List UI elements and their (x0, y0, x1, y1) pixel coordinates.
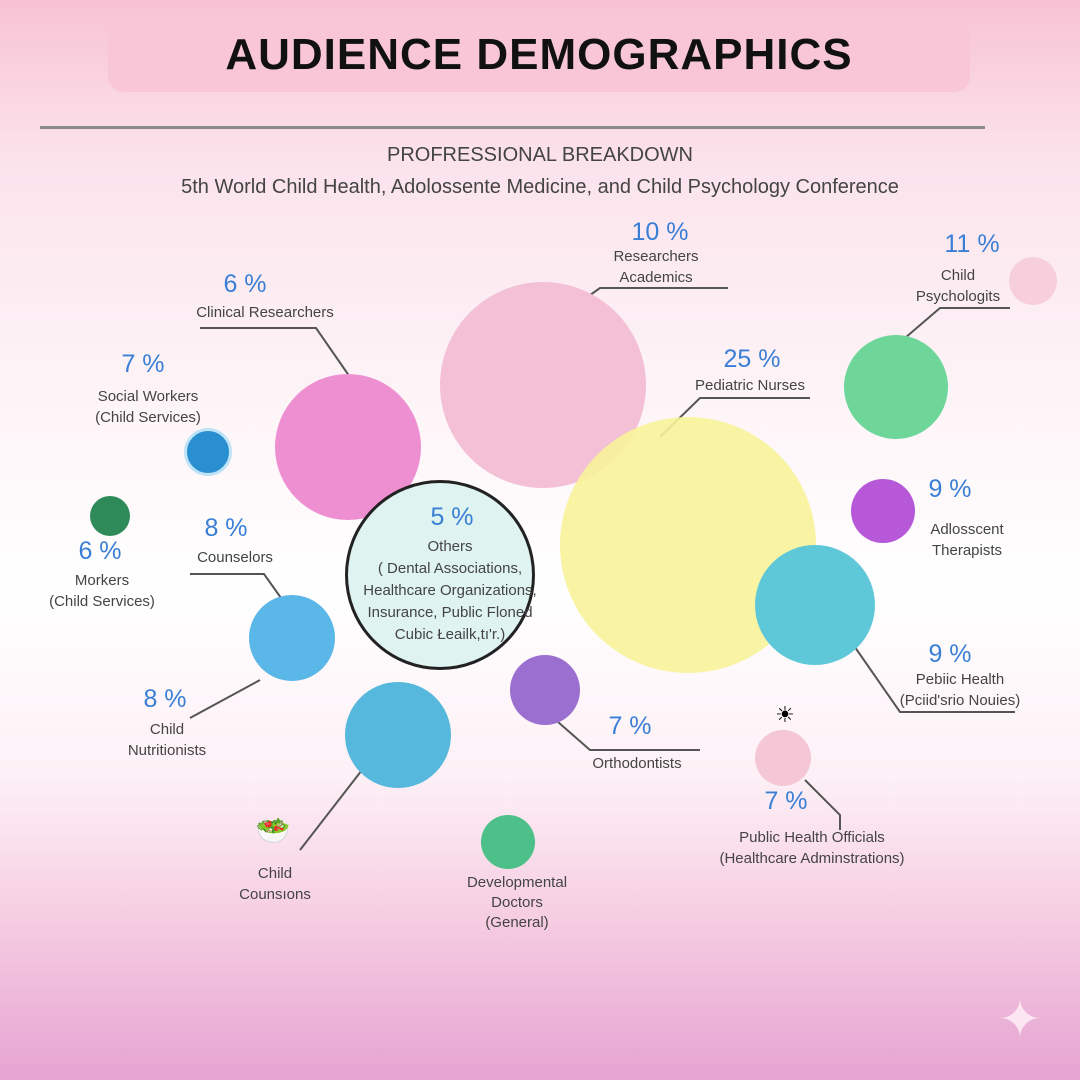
counselor-bubble (249, 595, 335, 681)
officials-label: Public Health Officials (Healthcare Admin… (719, 829, 905, 867)
nutritionists-pct: 8 % (143, 685, 187, 713)
title-banner: AUDIENCE DEMOGRAPHICS (108, 18, 970, 92)
social-worker-icon (184, 428, 232, 476)
counselors-label: Counselors (197, 549, 273, 566)
conference-name: 5th World Child Health, Adolossente Medi… (181, 176, 899, 198)
orthodontists-label: Orthodontists (592, 755, 682, 772)
pediatric-nurses-pct: 25 % (723, 345, 781, 373)
others-label: Others( Dental Associations, Healthcare O… (363, 538, 537, 643)
pediatric-nurses-label: Pediatric Nurses (694, 377, 806, 394)
clinical-researchers-pct: 6 % (223, 270, 267, 298)
psychologist-avatar-icon (1009, 257, 1057, 305)
nutritionists-label: Child Nutritionists (127, 721, 207, 759)
subtitle: PROFRESSIONAL BREAKDOWN (387, 144, 693, 166)
tooth-icon (90, 496, 130, 536)
orthodontists-pct: 7 % (608, 712, 652, 740)
social-workers-pct: 7 % (121, 350, 165, 378)
divider (40, 126, 985, 129)
others-pct: 5 % (430, 503, 474, 531)
psychologists-pct: 11 % (944, 230, 1000, 258)
child-psychologists-bubble (844, 335, 948, 439)
public-health-label: Pebiic Health (Pciid'srio Nouies) (899, 671, 1021, 709)
public-health-pct: 9 % (928, 640, 972, 668)
child-counselor-bubble (345, 682, 451, 788)
nurse-bubble (755, 545, 875, 665)
psychologists-label: Child Psychologits (915, 267, 1001, 305)
child-counselors-label: Child Counsıons (239, 865, 311, 903)
morkers-label: Morkers (Child Services) (49, 572, 155, 610)
sun-icon: ☀ (775, 702, 795, 727)
officials-pct: 7 % (764, 787, 808, 815)
researchers-pct: 10 % (631, 218, 689, 246)
therapists-pct: 9 % (928, 475, 972, 503)
orthodontist-icon (510, 655, 580, 725)
therapists-label: Adlosscent Therapists (930, 521, 1004, 559)
morkers-pct: 6 % (78, 537, 122, 565)
fruit-bowl-icon: 🥗 (255, 814, 291, 846)
counselors-pct: 8 % (204, 514, 248, 542)
researchers-label: Researchers Academics (613, 248, 699, 286)
social-workers-label: Social Workers (Child Services) (95, 388, 201, 426)
blocks-icon (755, 730, 811, 786)
others-bubble (345, 480, 535, 670)
sparkle-icon: ✦ (998, 991, 1042, 1049)
graduation-cap-icon (851, 479, 915, 543)
developmental-doctor-icon (481, 815, 535, 869)
clinical-researchers-label: Clinical Researchers (196, 304, 334, 321)
developmental-doctors-label: Developmental Doctors (General) (466, 874, 568, 931)
page-title: AUDIENCE DEMOGRAPHICS (225, 30, 853, 79)
